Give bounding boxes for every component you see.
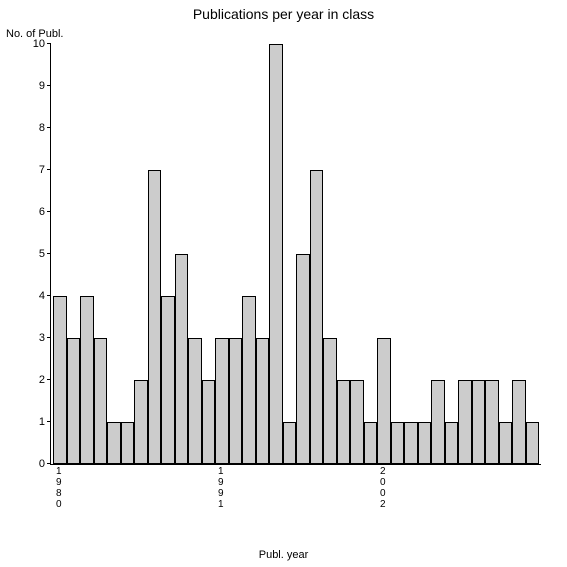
bar <box>229 338 243 464</box>
x-axis-label: Publ. year <box>0 549 567 561</box>
bar <box>472 380 486 464</box>
x-tick-label <box>430 466 444 510</box>
x-tick-label <box>228 466 242 510</box>
y-tick-label: 10 <box>33 38 51 50</box>
x-tick-label <box>147 466 161 510</box>
x-tick-label <box>309 466 323 510</box>
bar <box>202 380 216 464</box>
bar <box>256 338 270 464</box>
bar <box>458 380 472 464</box>
bar <box>337 380 351 464</box>
x-tick-label <box>498 466 512 510</box>
bar <box>161 296 175 464</box>
x-tick-label <box>525 466 539 510</box>
y-tick-label: 1 <box>39 416 51 428</box>
bar <box>445 422 459 464</box>
x-ticks: 1980 1991 2002 <box>50 466 540 510</box>
x-tick-label <box>282 466 296 510</box>
x-tick-label <box>444 466 458 510</box>
x-tick-label <box>66 466 80 510</box>
x-tick-label <box>457 466 471 510</box>
x-tick-label <box>471 466 485 510</box>
x-tick-label <box>511 466 525 510</box>
x-tick-label <box>255 466 269 510</box>
bar <box>67 338 81 464</box>
bar <box>269 44 283 464</box>
x-tick-label: 2002 <box>376 466 390 510</box>
y-tick-label: 9 <box>39 80 51 92</box>
x-tick-label <box>79 466 93 510</box>
x-tick-label <box>241 466 255 510</box>
x-tick-label <box>187 466 201 510</box>
x-tick-label <box>106 466 120 510</box>
bars-group <box>51 44 541 464</box>
chart-title: Publications per year in class <box>0 6 567 22</box>
x-tick-label <box>268 466 282 510</box>
bar <box>175 254 189 464</box>
bar <box>418 422 432 464</box>
y-tick-label: 3 <box>39 332 51 344</box>
bar <box>215 338 229 464</box>
bar <box>94 338 108 464</box>
y-tick-label: 7 <box>39 164 51 176</box>
plot-area: 012345678910 <box>50 44 541 465</box>
bar <box>107 422 121 464</box>
x-tick-label: 1991 <box>214 466 228 510</box>
bar <box>310 170 324 464</box>
bar <box>364 422 378 464</box>
bar <box>242 296 256 464</box>
bar <box>526 422 540 464</box>
x-tick-label <box>417 466 431 510</box>
bar <box>188 338 202 464</box>
y-tick-label: 5 <box>39 248 51 260</box>
x-tick-label <box>160 466 174 510</box>
bar <box>296 254 310 464</box>
bar <box>134 380 148 464</box>
bar <box>499 422 513 464</box>
x-tick-label <box>133 466 147 510</box>
bar <box>485 380 499 464</box>
x-tick-label <box>336 466 350 510</box>
bar <box>121 422 135 464</box>
x-tick-label <box>174 466 188 510</box>
y-tick-label: 2 <box>39 374 51 386</box>
bar <box>350 380 364 464</box>
x-tick-label: 1980 <box>52 466 66 510</box>
bar <box>404 422 418 464</box>
x-tick-label <box>403 466 417 510</box>
bar <box>148 170 162 464</box>
bar <box>80 296 94 464</box>
x-tick-label <box>120 466 134 510</box>
bar <box>377 338 391 464</box>
bar <box>431 380 445 464</box>
bar <box>391 422 405 464</box>
bar <box>512 380 526 464</box>
x-tick-label <box>484 466 498 510</box>
bar <box>53 296 67 464</box>
y-tick-label: 6 <box>39 206 51 218</box>
x-tick-label <box>390 466 404 510</box>
x-tick-label <box>349 466 363 510</box>
x-tick-label <box>322 466 336 510</box>
chart-container: Publications per year in class No. of Pu… <box>0 0 567 567</box>
x-tick-label <box>295 466 309 510</box>
bar <box>283 422 297 464</box>
y-tick-label: 4 <box>39 290 51 302</box>
x-tick-label <box>363 466 377 510</box>
bar <box>323 338 337 464</box>
x-tick-label <box>93 466 107 510</box>
y-tick-label: 8 <box>39 122 51 134</box>
x-tick-label <box>201 466 215 510</box>
